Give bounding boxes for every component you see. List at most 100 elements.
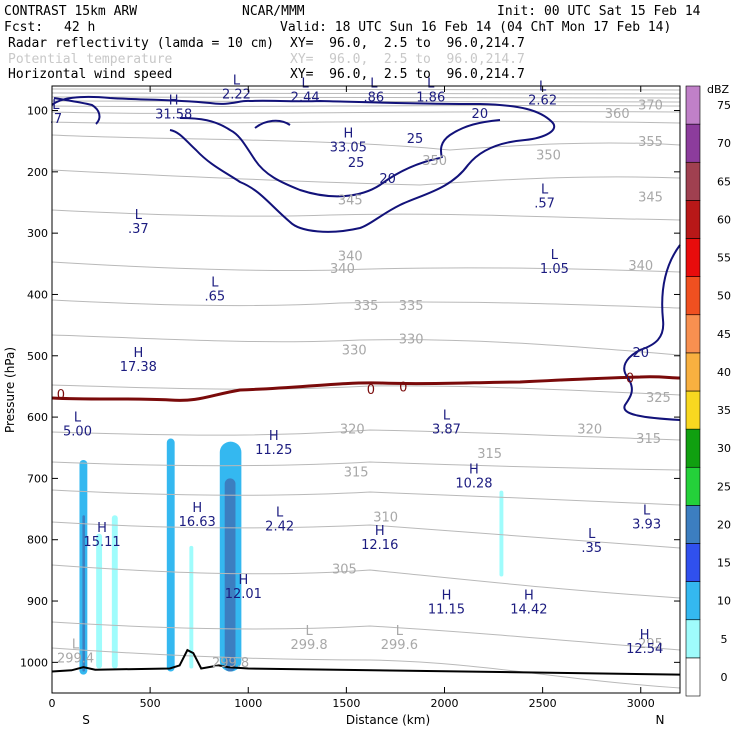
colorbar-swatch [685,161,701,201]
colorbar-label: 5 [721,633,728,646]
theta-contour [51,88,681,91]
zero-contour-line [51,375,681,402]
extremum-label-value: 12.01 [225,587,262,602]
extremum-label-type: L [370,76,378,91]
extremum-label-value: .35 [581,541,602,556]
extremum-label-value: 2.42 [265,520,294,535]
extremum-label-type: H [524,588,534,603]
wind-contour-20 [623,244,681,421]
zero-contour-label: 0 [367,383,375,398]
extremum-label-type: H [469,463,479,478]
colorbar-label: 30 [717,442,731,455]
y-tick-label: 500 [27,350,48,363]
theta-extremum-label-value: 299.6 [381,638,418,653]
extremum-label-value: 10.28 [455,477,492,492]
extremum-label-value: 12.54 [626,642,663,657]
y-tick-label: 800 [27,534,48,547]
extremum-label-type: L [233,73,241,88]
x-axis-label: Distance (km) [346,713,430,727]
wind-contour-20 [53,97,101,125]
extremum-label-value: .37 [128,222,149,237]
axes: 0 500 1000 1500 2000 2500 30001002003004005006… [20,86,680,710]
colorbar-swatch [685,466,701,506]
reflectivity-cell [96,533,103,669]
theta-label: 320 [577,423,602,438]
colorbar-label: 20 [717,518,731,531]
zero-labels: 0 0 0 0 [57,371,634,403]
theta-label: 315 [477,447,502,462]
y-tick-label: 900 [27,595,48,608]
extremum-label-type: L [276,506,284,521]
theta-label: 295 [638,637,663,652]
colorbar-label: 45 [717,328,731,341]
theta-contour [51,647,681,689]
zero-contour-label: 0 [399,381,407,396]
colorbar-label: 25 [717,480,731,493]
wind-speed-label: 20 [632,346,649,361]
theta-label: 330 [399,333,424,348]
extremum-label-type: H [97,521,107,536]
theta-label: 340 [338,250,363,265]
colorbar-swatch [685,390,701,430]
colorbar-swatch [685,314,701,354]
colorbar-label: 70 [717,137,731,150]
theta-extremum-label-value: 299.4 [57,651,94,666]
x-tick-label: 1000 [234,697,262,710]
extremum-label-value: .7 [50,112,62,127]
colorbar-swatch [685,85,701,125]
extremum-label-type: L [211,276,219,291]
theta-contour [51,96,681,99]
theta-label: 350 [422,154,447,169]
extremum-label-type: H [640,628,650,643]
theta-label: 345 [338,193,363,208]
colorbar-unit: dBZ [707,83,730,96]
wind-speed-label: 25 [348,156,365,171]
extremum-label-type: H [375,524,385,539]
colorbar-label: 40 [717,366,731,379]
colorbar-swatch [685,581,701,621]
field-xy-wind: XY= 96.0, 2.5 to 96.0,214.7 [290,67,525,82]
y-tick-label: 300 [27,227,48,240]
colorbar-swatch [685,428,701,468]
extremum-label-type: L [52,98,60,113]
extremum-label-value: 2.44 [291,90,320,105]
x-tick-label: 3000 [627,697,655,710]
extremum-label-type: H [269,429,279,444]
extremum-label-value: 1.86 [416,90,445,105]
colorbar-swatch [685,619,701,659]
extremum-label-value: 31.58 [155,107,192,122]
extremum-label-type: H [169,93,179,108]
theta-contour [51,521,681,549]
reflectivity-colorbar: 0 5 10 15 20 25 30 35 40 45 50 55 60 65 70 75 [685,85,731,697]
theta-contour [51,334,681,356]
theta-label: 360 [605,107,630,122]
extremum-label-type: L [643,504,651,519]
extremum-label-value: 17.38 [120,360,157,375]
extremum-label-value: .86 [364,90,385,105]
wind-speed-label: 20 [472,107,489,122]
forecast-label: Fcst: [4,20,43,35]
theta-label: 320 [340,423,365,438]
zero-contour-label: 0 [626,371,634,386]
theta-contour [51,92,681,95]
zero-contour-label: 0 [57,388,65,403]
y-tick-label: 200 [27,166,48,179]
theta-contour [51,461,681,471]
x-tick-label: 2000 [431,697,459,710]
wind-contour-25 [440,119,501,159]
theta-contour [51,429,681,441]
colorbar-swatch [685,657,701,697]
colorbar-swatch [685,238,701,277]
extremum-label-type: L [135,208,143,223]
y-axis-label: Pressure (hPa) [3,347,17,433]
extremum-label-type: L [588,527,596,542]
theta-extremum-label-value: 299.8 [290,638,327,653]
extremum-label-type: H [343,127,353,142]
colorbar-label: 65 [717,175,731,188]
x-tick-label: 500 [140,697,161,710]
x-tick-label: 0 [49,697,56,710]
wind-contour-20 [51,95,555,233]
colorbar-swatch [685,276,701,316]
theta-contour [51,169,681,186]
